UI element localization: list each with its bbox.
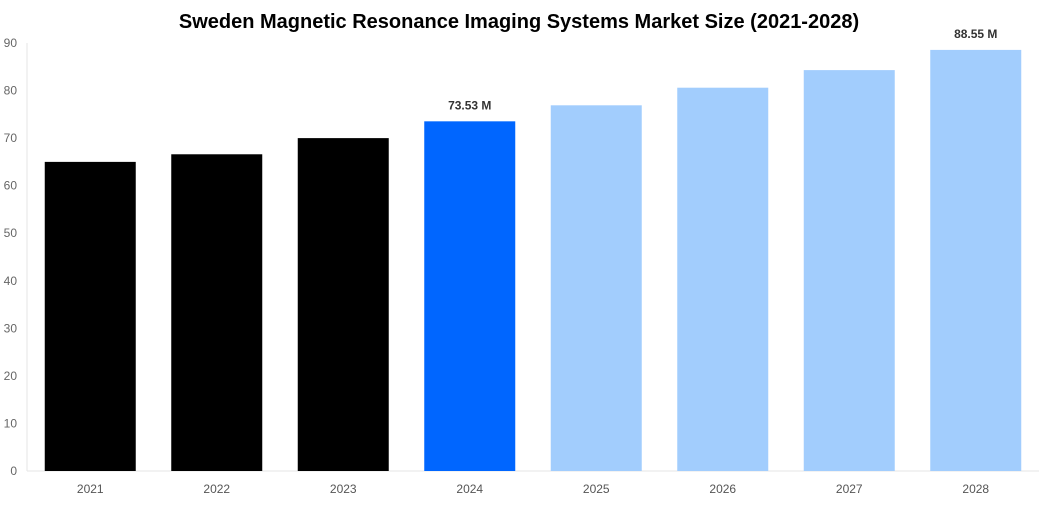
- bar-2021: [44, 161, 136, 471]
- bar-2025: [550, 105, 642, 471]
- chart-title: Sweden Magnetic Resonance Imaging System…: [179, 11, 859, 33]
- bar-2022: [171, 154, 263, 471]
- x-tick-label: 2026: [709, 482, 736, 496]
- bar-2027: [803, 70, 895, 472]
- y-tick-label: 90: [4, 36, 18, 50]
- bar-2023: [297, 138, 389, 471]
- y-tick-label: 0: [10, 464, 17, 478]
- x-tick-label: 2028: [962, 482, 989, 496]
- x-tick-label: 2024: [456, 482, 483, 496]
- x-tick-label: 2021: [77, 482, 104, 496]
- y-tick-label: 10: [4, 416, 18, 430]
- bar-2028: [930, 49, 1022, 471]
- data-label: 88.55 M: [954, 27, 997, 41]
- y-tick-label: 80: [4, 84, 18, 98]
- y-tick-label: 50: [4, 226, 18, 240]
- y-tick-label: 70: [4, 131, 18, 145]
- data-label: 73.53 M: [448, 98, 491, 112]
- y-tick-label: 60: [4, 179, 18, 193]
- y-tick-label: 40: [4, 274, 18, 288]
- bar-2026: [677, 87, 769, 472]
- x-tick-label: 2022: [203, 482, 230, 496]
- bar-2024: [424, 121, 516, 471]
- x-tick-label: 2023: [330, 482, 357, 496]
- x-tick-label: 2027: [836, 482, 863, 496]
- x-tick-label: 2025: [583, 482, 610, 496]
- y-tick-label: 30: [4, 321, 18, 335]
- y-tick-label: 20: [4, 369, 18, 383]
